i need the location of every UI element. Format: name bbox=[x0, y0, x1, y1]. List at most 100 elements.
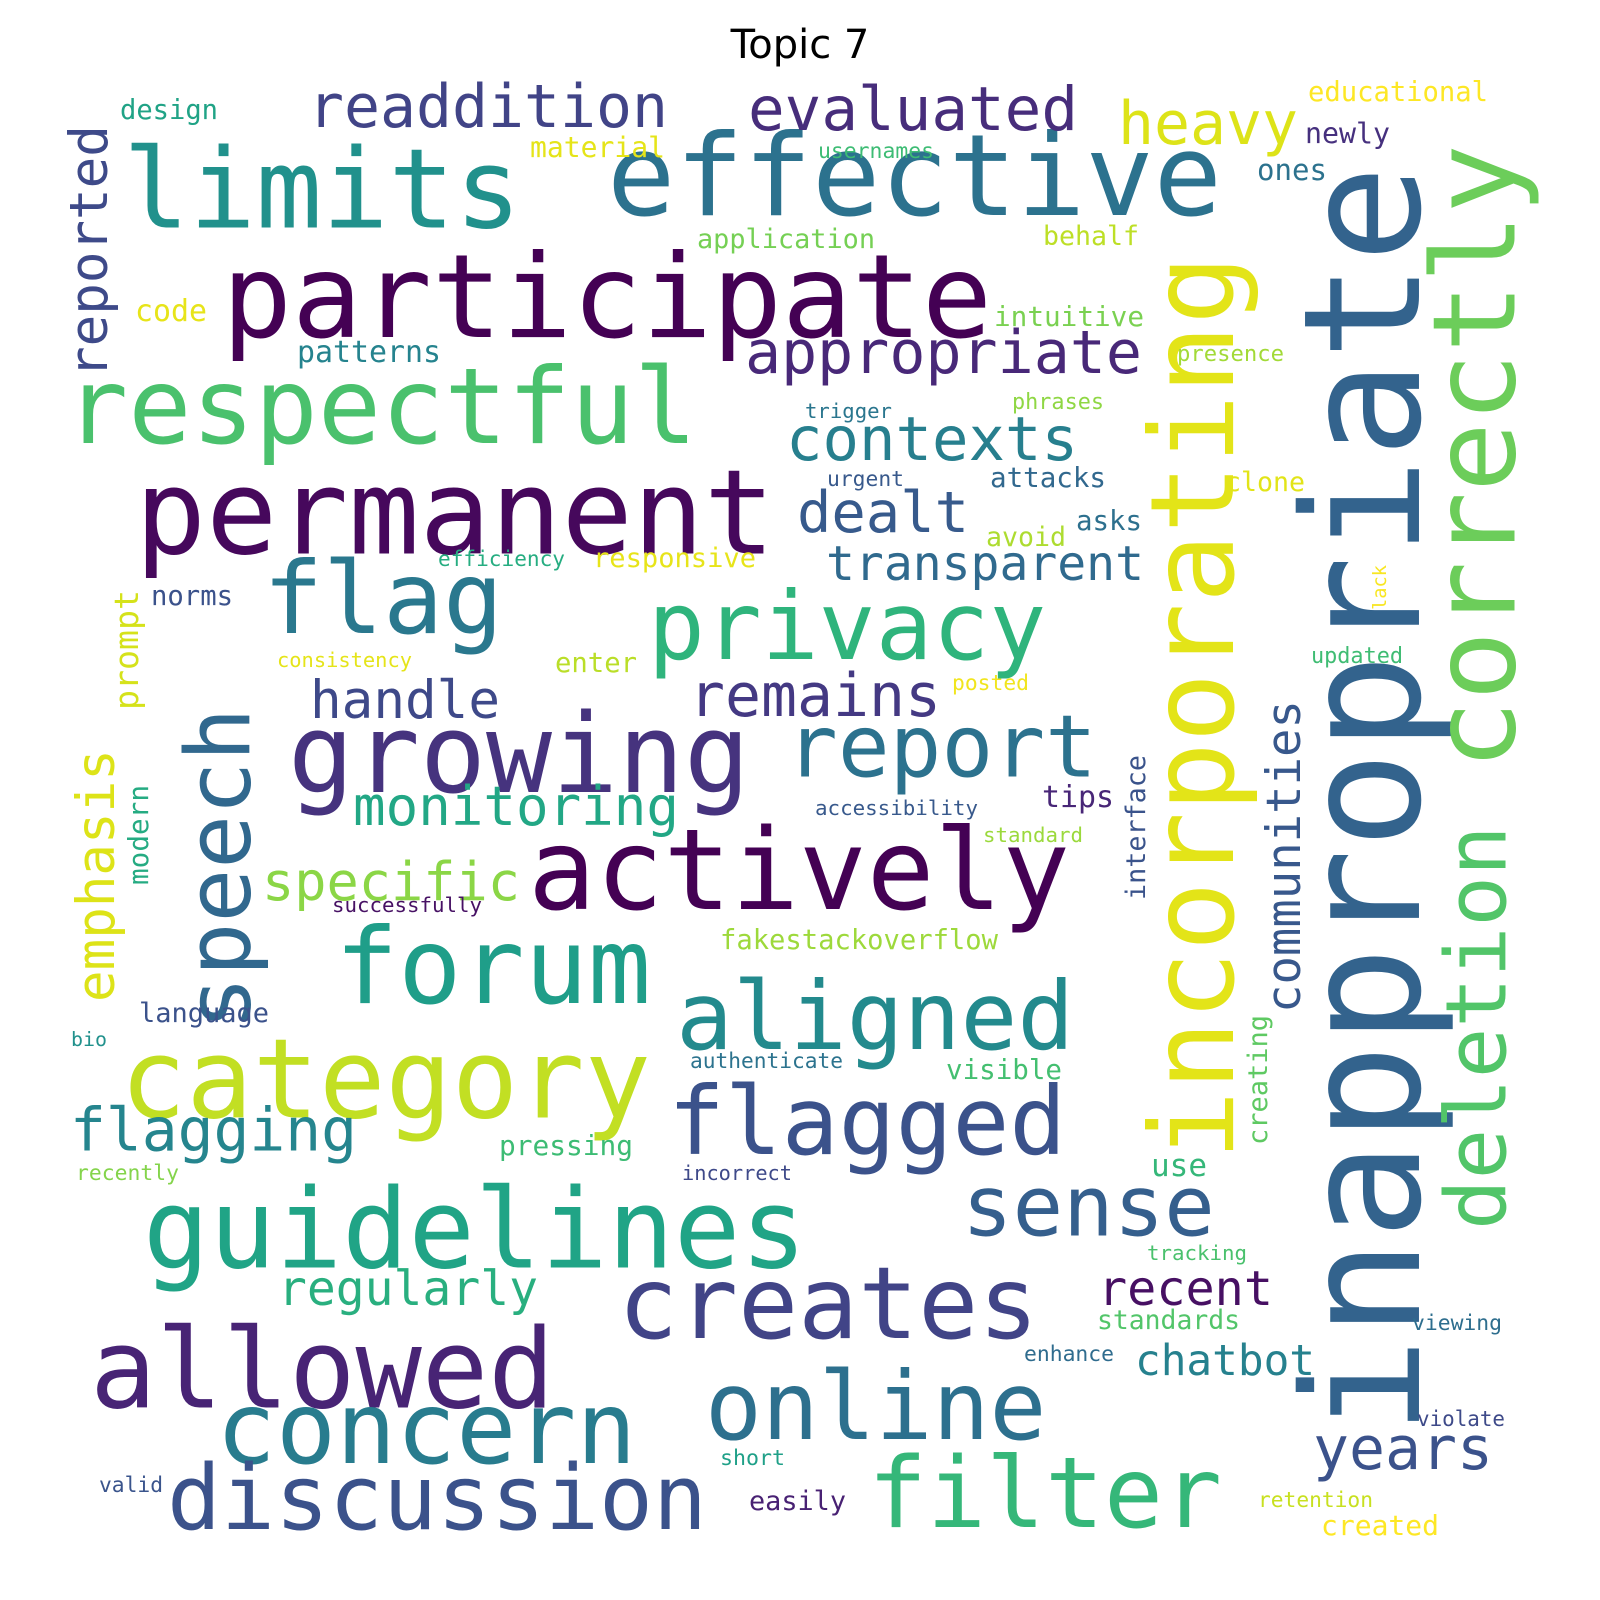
word-standard: standard bbox=[983, 823, 1084, 847]
word-enhance: enhance bbox=[1024, 1342, 1115, 1367]
word-flag: flag bbox=[263, 541, 504, 658]
word-forum: forum bbox=[335, 905, 652, 1029]
word-material: material bbox=[530, 130, 665, 165]
word-standards: standards bbox=[1097, 1305, 1240, 1336]
word-concern: concern bbox=[216, 1371, 637, 1488]
word-patterns: patterns bbox=[297, 334, 441, 371]
word-growing: growing bbox=[288, 689, 751, 819]
word-language: language bbox=[139, 998, 269, 1029]
word-dealt: dealt bbox=[797, 479, 969, 547]
word-flagging: flagging bbox=[70, 1094, 358, 1165]
word-prompt: prompt bbox=[106, 590, 147, 710]
word-participate: participate bbox=[222, 230, 993, 365]
word-asks: asks bbox=[1076, 505, 1143, 538]
word-evaluated: evaluated bbox=[748, 73, 1079, 146]
word-urgent: urgent bbox=[827, 466, 904, 493]
word-tips: tips bbox=[1042, 779, 1114, 816]
word-monitoring: monitoring bbox=[353, 775, 679, 838]
word-years: years bbox=[1313, 1414, 1493, 1484]
word-pressing: pressing bbox=[499, 1128, 633, 1163]
word-visible: visible bbox=[946, 1053, 1062, 1087]
word-recently: recently bbox=[76, 1161, 180, 1186]
word-report: report bbox=[786, 697, 1098, 798]
word-allowed: allowed bbox=[90, 1305, 555, 1434]
word-application: application bbox=[697, 224, 876, 255]
word-interface: interface bbox=[1121, 755, 1152, 900]
word-use: use bbox=[1151, 1148, 1207, 1184]
word-handle: handle bbox=[310, 670, 500, 731]
word-effective: effective bbox=[607, 110, 1222, 242]
word-created: created bbox=[1321, 1509, 1440, 1542]
word-discussion: discussion bbox=[167, 1446, 708, 1552]
word-contexts: contexts bbox=[786, 404, 1079, 476]
word-communities: communities bbox=[1255, 700, 1312, 1013]
word-educational: educational bbox=[1308, 77, 1489, 108]
word-appropriate: appropriate bbox=[745, 318, 1143, 388]
word-enter: enter bbox=[555, 647, 637, 680]
word-responsive: responsive bbox=[593, 543, 756, 574]
word-deletion: deletion bbox=[1427, 825, 1526, 1230]
word-flagged: flagged bbox=[668, 1066, 1067, 1177]
word-newly: newly bbox=[1305, 116, 1391, 151]
word-bio: bio bbox=[71, 1027, 107, 1052]
word-category: category bbox=[120, 1015, 652, 1144]
word-respectful: respectful bbox=[65, 345, 698, 469]
word-readdition: readdition bbox=[308, 72, 669, 142]
word-regularly: regularly bbox=[278, 1261, 538, 1317]
word-intuitive: intuitive bbox=[994, 300, 1145, 333]
word-retention: retention bbox=[1258, 1486, 1373, 1513]
word-incorporating: incorporating bbox=[1126, 255, 1262, 1161]
word-creates: creates bbox=[618, 1246, 1039, 1363]
word-modern: modern bbox=[122, 784, 155, 885]
word-chatbot: chatbot bbox=[1135, 1335, 1315, 1387]
word-efficiency: efficiency bbox=[438, 546, 565, 571]
word-limits: limits bbox=[123, 125, 522, 254]
word-easily: easily bbox=[749, 1486, 847, 1517]
word-presence: presence bbox=[1177, 340, 1285, 368]
word-clone: clone bbox=[1225, 467, 1305, 498]
chart-title: Topic 7 bbox=[730, 22, 870, 68]
word-design: design bbox=[120, 94, 219, 127]
word-authenticate: authenticate bbox=[690, 1048, 844, 1073]
word-filter: filter bbox=[868, 1437, 1223, 1551]
word-tracking: tracking bbox=[1147, 1241, 1248, 1265]
word-attacks: attacks bbox=[990, 461, 1106, 495]
word-short: short bbox=[720, 1446, 786, 1471]
word-valid: valid bbox=[99, 1473, 164, 1498]
word-creating: creating bbox=[1243, 1015, 1274, 1145]
word-avoid: avoid bbox=[986, 522, 1066, 553]
word-violate: violate bbox=[1417, 1407, 1506, 1431]
word-trigger: trigger bbox=[805, 398, 892, 424]
word-incorrect: incorrect bbox=[682, 1160, 793, 1186]
word-actively: actively bbox=[528, 804, 1071, 937]
word-online: online bbox=[705, 1351, 1047, 1462]
word-guidelines: guidelines bbox=[143, 1165, 807, 1294]
word-ones: ones bbox=[1257, 153, 1328, 187]
word-transparent: transparent bbox=[826, 535, 1144, 593]
word-permanent: permanent bbox=[135, 444, 776, 583]
word-consistency: consistency bbox=[277, 648, 413, 672]
word-correctly: correctly bbox=[1407, 144, 1542, 770]
word-speech: speech bbox=[167, 707, 272, 1030]
word-aligned: aligned bbox=[676, 961, 1075, 1072]
word-posted: posted bbox=[952, 670, 1029, 697]
word-updated: updated bbox=[1311, 643, 1404, 670]
word-usernames: usernames bbox=[818, 138, 934, 165]
word-viewing: viewing bbox=[1412, 1311, 1503, 1336]
word-phrases: phrases bbox=[1012, 389, 1105, 416]
word-lack: lack bbox=[1370, 564, 1391, 610]
word-emphasis: emphasis bbox=[65, 749, 127, 1002]
word-heavy: heavy bbox=[1118, 89, 1298, 159]
word-norms: norms bbox=[151, 580, 233, 613]
word-sense: sense bbox=[962, 1157, 1215, 1256]
word-remains: remains bbox=[689, 661, 941, 731]
word-code: code bbox=[135, 293, 207, 330]
word-recent: recent bbox=[1098, 1260, 1274, 1318]
word-successfully: successfully bbox=[332, 893, 482, 917]
word-reported: reported bbox=[58, 125, 120, 378]
word-privacy: privacy bbox=[648, 571, 1047, 682]
word-specific: specific bbox=[262, 850, 521, 913]
word-accessibility: accessibility bbox=[815, 795, 978, 821]
word-fakestackoverflow: fakestackoverflow bbox=[720, 925, 998, 956]
